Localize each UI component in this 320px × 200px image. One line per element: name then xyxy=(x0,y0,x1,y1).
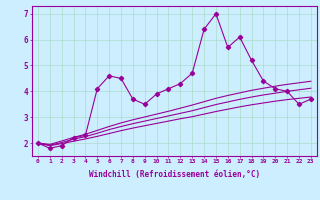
X-axis label: Windchill (Refroidissement éolien,°C): Windchill (Refroidissement éolien,°C) xyxy=(89,170,260,179)
